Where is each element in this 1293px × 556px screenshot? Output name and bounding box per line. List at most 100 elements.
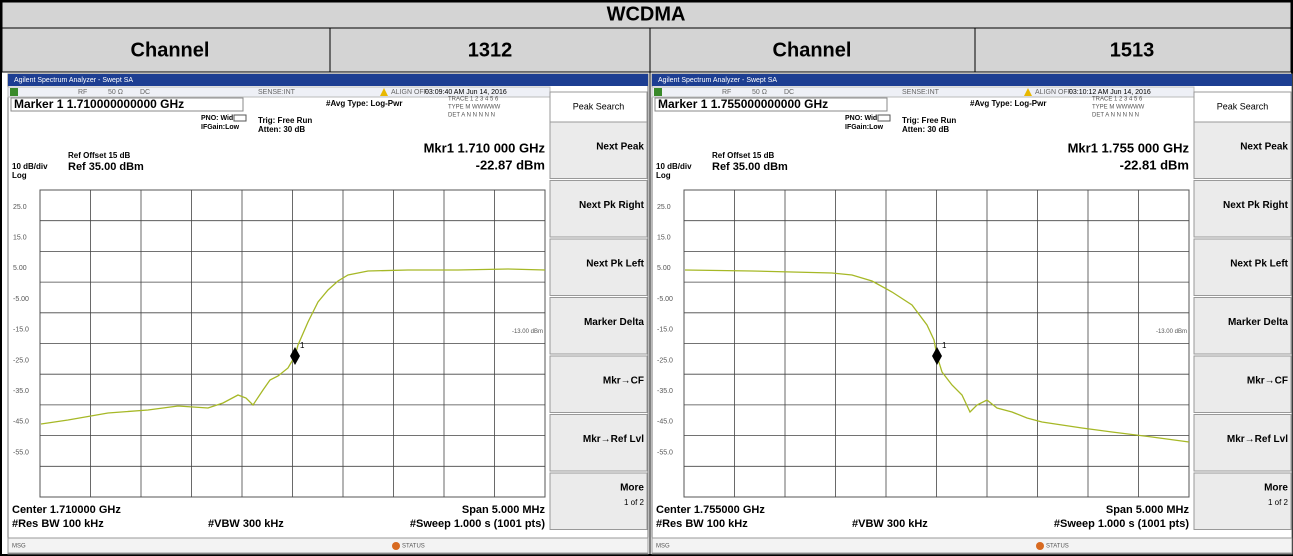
- atten-label: Atten: 30 dB: [902, 125, 949, 134]
- ifgain-label: IFGain:Low: [845, 124, 884, 131]
- type-row: TYPE M WWWWW: [448, 105, 501, 111]
- softkey-label: Marker Delta: [584, 317, 644, 328]
- softkey[interactable]: [1193, 180, 1292, 238]
- marker-frequency: Mkr1 1.755 000 GHz: [1068, 140, 1190, 155]
- column-value: 1513: [1110, 39, 1155, 61]
- softkey[interactable]: [1193, 297, 1292, 355]
- status-icon: [1036, 542, 1044, 550]
- message-label: MSG: [12, 544, 26, 550]
- y-axis-label: -5.00: [657, 296, 673, 303]
- message-bar: [651, 537, 1293, 554]
- softkey[interactable]: [549, 472, 648, 530]
- trig-label: Trig: Free Run: [258, 116, 312, 125]
- window-title: Agilent Spectrum Analyzer - Swept SA: [14, 77, 133, 84]
- softkey-label: More: [620, 483, 644, 494]
- softkey-label: Mkr→Ref Lvl: [1227, 434, 1288, 445]
- softkey[interactable]: [549, 414, 648, 472]
- message-label: MSG: [656, 544, 670, 550]
- marker-readout: Marker 1 1.755000000000 GHz: [658, 97, 828, 111]
- table-title: WCDMA: [607, 3, 686, 25]
- y-axis-label: -35.0: [657, 388, 673, 395]
- y-axis-label: -45.0: [657, 419, 673, 426]
- softkey-label: Next Peak: [596, 142, 644, 153]
- timestamp: 03:10:12 AM Jun 14, 2016: [1069, 89, 1151, 96]
- trace: [684, 269, 1190, 443]
- ref-level: Ref 35.00 dBm: [68, 161, 144, 173]
- softkey[interactable]: [549, 121, 648, 179]
- coupling-label: DC: [784, 89, 794, 96]
- y-axis-label: -55.0: [657, 449, 673, 456]
- status-icon: [10, 88, 18, 96]
- timestamp: 03:09:40 AM Jun 14, 2016: [425, 89, 507, 96]
- menu-title: Peak Search: [1217, 101, 1269, 111]
- softkey[interactable]: [1193, 238, 1292, 296]
- sweep: #Sweep 1.000 s (1001 pts): [410, 518, 545, 530]
- vbw: #VBW 300 kHz: [208, 518, 284, 530]
- ref-offset: Ref Offset 15 dB: [712, 151, 774, 160]
- softkey-label: Next Pk Left: [1230, 259, 1288, 270]
- status-label: STATUS: [402, 544, 425, 550]
- softkey[interactable]: [1193, 472, 1292, 530]
- page-indicator: 1 of 2: [1268, 498, 1289, 507]
- title-row: [1, 1, 1292, 29]
- y-axis-label: -25.0: [13, 357, 29, 364]
- det-row: DET A N N N N N: [448, 113, 495, 119]
- trace: [40, 268, 546, 425]
- softkey-label: Mkr→CF: [1247, 376, 1288, 387]
- ref-level: Ref 35.00 dBm: [712, 161, 788, 173]
- softkey[interactable]: [1193, 355, 1292, 413]
- trig-label: Trig: Free Run: [902, 116, 956, 125]
- y-axis-label: 15.0: [13, 235, 27, 242]
- limit-label: -13.00 dBm: [1156, 329, 1187, 335]
- limit-label: -13.00 dBm: [512, 329, 543, 335]
- softkey-label: More: [1264, 483, 1288, 494]
- status-icon: [392, 542, 400, 550]
- status-icon: [654, 88, 662, 96]
- marker-number: 1: [942, 341, 947, 350]
- scale-label: 10 dB/div: [12, 162, 48, 171]
- softkey[interactable]: [549, 355, 648, 413]
- y-axis-label: -15.0: [657, 327, 673, 334]
- softkey[interactable]: [1193, 121, 1292, 179]
- softkey[interactable]: [1193, 414, 1292, 472]
- column-value: 1312: [468, 39, 513, 61]
- window-title-bar: [652, 74, 1292, 86]
- marker-frequency: Mkr1 1.710 000 GHz: [424, 140, 546, 155]
- page-indicator: 1 of 2: [624, 498, 645, 507]
- marker-readout-box: [654, 97, 888, 112]
- atten-label: Atten: 30 dB: [258, 125, 305, 134]
- sweep: #Sweep 1.000 s (1001 pts): [1054, 518, 1189, 530]
- softkey-label: Next Pk Right: [1223, 200, 1289, 211]
- marker-level: -22.87 dBm: [476, 157, 545, 172]
- softkey-label: Next Pk Right: [579, 200, 645, 211]
- softkey[interactable]: [549, 238, 648, 296]
- ifgain-label: IFGain:Low: [201, 124, 240, 131]
- window-title: Agilent Spectrum Analyzer - Swept SA: [658, 77, 777, 84]
- pno-label: PNO: Wide: [845, 115, 881, 122]
- trace-row: TRACE 1 2 3 4 5 6: [448, 97, 499, 103]
- pno-label: PNO: Wide: [201, 115, 237, 122]
- center-frequency: Center 1.755000 GHz: [656, 504, 765, 516]
- type-row: TYPE M WWWWW: [1092, 105, 1145, 111]
- avg-type-label: #Avg Type: Log-Pwr: [970, 99, 1046, 108]
- span: Span 5.000 MHz: [462, 504, 546, 516]
- center-frequency: Center 1.710000 GHz: [12, 504, 121, 516]
- marker-number: 1: [300, 341, 305, 350]
- y-axis-label: 25.0: [13, 204, 27, 211]
- sense-label: SENSE:INT: [902, 89, 940, 96]
- softkey[interactable]: [549, 180, 648, 238]
- y-axis-label: -15.0: [13, 327, 29, 334]
- y-axis-label: -55.0: [13, 449, 29, 456]
- ref-offset: Ref Offset 15 dB: [68, 151, 130, 160]
- softkey-label: Next Pk Left: [586, 259, 644, 270]
- log-label: Log: [656, 171, 671, 180]
- analyzer-screen: Agilent Spectrum Analyzer - Swept SA RF 50…: [7, 73, 649, 555]
- message-bar: [7, 537, 649, 554]
- softkey[interactable]: [549, 297, 648, 355]
- y-axis-label: 5.00: [657, 265, 671, 272]
- analyzer-screen: Agilent Spectrum Analyzer - Swept SA RF 50…: [651, 73, 1293, 555]
- header-row: [1, 27, 1292, 73]
- pno-icon: [233, 114, 247, 122]
- y-axis-label: -35.0: [13, 388, 29, 395]
- scale-label: 10 dB/div: [656, 162, 692, 171]
